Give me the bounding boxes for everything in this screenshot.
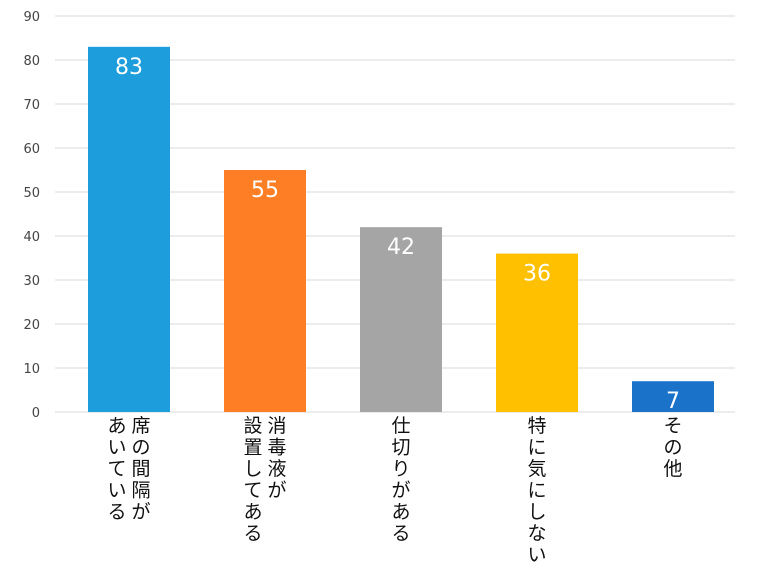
category-label-char: そ — [663, 415, 682, 437]
category-label-char: 置 — [243, 437, 262, 459]
y-tick-label: 60 — [23, 142, 40, 157]
category-label-char: 特 — [527, 415, 546, 437]
y-tick-label: 70 — [23, 98, 40, 113]
category-label-char: 切 — [391, 437, 410, 459]
data-label: 55 — [251, 178, 279, 203]
category-label-char: い — [107, 480, 126, 502]
category-label-char: る — [107, 501, 126, 523]
category-label-char: の — [131, 437, 150, 459]
category-label-char: が — [267, 480, 286, 502]
y-tick-label: 80 — [23, 54, 40, 69]
y-tick-label: 90 — [23, 10, 40, 25]
category-label-char: る — [243, 523, 262, 545]
category-label-char: て — [243, 480, 262, 502]
bar-4 — [496, 253, 578, 412]
category-label-char: が — [391, 480, 410, 502]
y-tick-label: 10 — [23, 362, 40, 377]
category-label-char: 気 — [527, 458, 546, 480]
category-label-char: て — [107, 458, 126, 480]
category-label-char: あ — [243, 501, 262, 523]
bar-3 — [360, 227, 442, 412]
data-label: 83 — [115, 55, 143, 80]
y-tick-label: 50 — [23, 186, 40, 201]
y-tick-label: 0 — [32, 406, 40, 421]
category-label-char: な — [527, 523, 546, 545]
category-label-char: 仕 — [391, 415, 410, 437]
y-tick-label: 30 — [23, 274, 40, 289]
category-label-char: に — [527, 480, 546, 502]
category-label-char: 席 — [131, 415, 150, 437]
category-label-char: 隔 — [131, 480, 150, 502]
category-label-char: 毒 — [267, 437, 286, 459]
category-label-char: が — [131, 501, 150, 523]
category-label-char: 液 — [267, 458, 286, 480]
bars — [88, 46, 714, 413]
category-label-char: あ — [391, 501, 410, 523]
category-label-char: い — [107, 437, 126, 459]
bar-5 — [632, 381, 714, 412]
category-label-char: り — [391, 458, 410, 480]
data-label: 42 — [387, 235, 415, 260]
category-label-char: 消 — [267, 415, 286, 437]
category-label-char: あ — [107, 415, 126, 437]
y-tick-label: 40 — [23, 230, 40, 245]
category-label-char: の — [663, 437, 682, 459]
category-label-char: 他 — [663, 458, 682, 480]
category-label-char: る — [391, 523, 410, 545]
bar-1 — [88, 46, 170, 413]
category-label-char: し — [243, 458, 262, 480]
category-label-char: し — [527, 501, 546, 523]
y-tick-label: 20 — [23, 318, 40, 333]
bar-2 — [224, 170, 306, 412]
category-label-char: に — [527, 437, 546, 459]
y-axis-tick-labels: 0 10 20 30 40 50 60 70 80 90 — [23, 10, 40, 421]
data-labels: 83 55 42 36 7 — [115, 55, 680, 414]
data-label: 36 — [523, 262, 551, 287]
category-label-char: い — [527, 544, 546, 566]
category-label-char: 設 — [243, 415, 262, 437]
category-label-char: 間 — [131, 458, 150, 480]
data-label: 7 — [666, 389, 680, 414]
